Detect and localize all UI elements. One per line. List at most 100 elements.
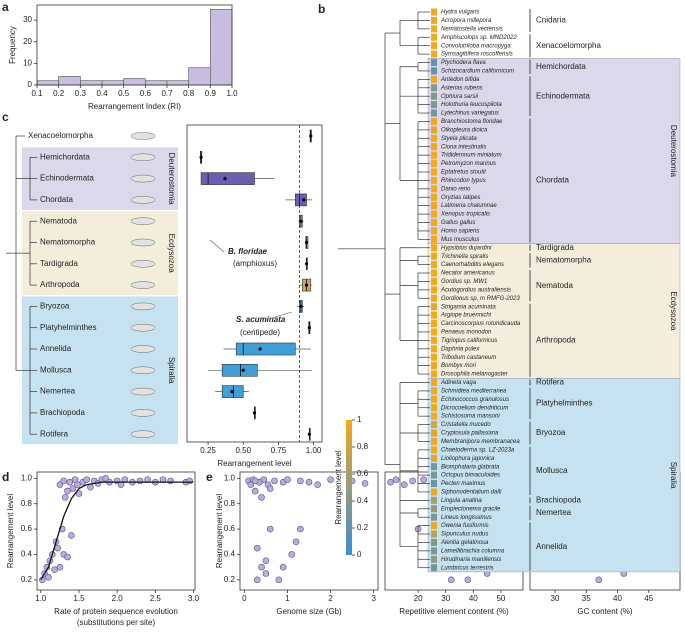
x-tick-label: 1.0 [35, 594, 47, 603]
species-label: Caenorhabditis elegans [441, 262, 504, 268]
species-label: Amphiscolops sp. MND2022 [440, 35, 517, 41]
level-cell [431, 193, 437, 201]
x-axis-label: Genome size (Gb) [276, 607, 342, 616]
level-cell [431, 261, 437, 269]
x-tick-label: 0.1 [31, 89, 43, 98]
species-label: Strigamia acuminata [441, 304, 496, 310]
panel-label: b [318, 2, 325, 16]
x-tick-label: 40 [469, 594, 478, 603]
clade-label: Nemertea [536, 508, 572, 517]
point [60, 477, 68, 485]
level-cell [431, 75, 437, 83]
point [69, 485, 77, 492]
level-cell [431, 496, 437, 504]
level-cell [431, 378, 437, 386]
level-cell [431, 311, 437, 319]
species-label: Cryptosula pallasiana [441, 431, 499, 437]
species-label: Styela plicata [441, 136, 477, 142]
level-cell [431, 463, 437, 471]
species-label: Schmidtea mediterranea [441, 388, 507, 394]
species-label: Emplectonema gracile [441, 506, 501, 512]
silhouette [130, 302, 156, 311]
fit-curve [40, 481, 194, 581]
y-tick-label: 30 [23, 15, 32, 24]
species-label: Gordionus sp. m RMFG-2023 [441, 296, 520, 302]
colorbar-tick-label: 1 [357, 415, 362, 424]
level-cell [431, 16, 437, 24]
colorbar-tick-label: 0.8 [357, 442, 369, 451]
bar [36, 80, 59, 86]
silhouette [130, 174, 156, 183]
x-tick-label: 0.7 [161, 89, 173, 98]
level-cell [431, 126, 437, 134]
point [258, 563, 265, 571]
species-label: Nematostella vectensis [441, 26, 503, 32]
category-label: Bryozoa [40, 302, 70, 311]
level-cell [431, 176, 437, 184]
point [253, 576, 261, 584]
pointer [209, 239, 225, 253]
point [167, 477, 174, 485]
species-label: Ciona intestinalis [441, 144, 486, 150]
point [305, 478, 313, 486]
box [235, 342, 296, 356]
species-label: Petromyzon marinus [441, 161, 496, 167]
point [314, 481, 321, 488]
point [251, 487, 259, 495]
clade-label: Hemichordata [536, 62, 586, 71]
category-label: Nematoda [40, 216, 77, 225]
x-tick-label: 1.0 [226, 89, 238, 98]
y-tick-label: 0 [28, 80, 33, 89]
point [595, 576, 603, 584]
bar [188, 67, 211, 86]
y-tick-label: 0.4 [21, 550, 33, 559]
species-label: Hypsibius dujardini [441, 245, 492, 251]
species-label: Tribolium castaneum [441, 355, 496, 361]
level-cell [431, 362, 437, 370]
clade-label: Chordata [536, 176, 569, 185]
species-label: Acutogordius australiensis [440, 287, 511, 293]
colorbar-label: Rearrangement level [334, 450, 343, 524]
silhouette [130, 323, 156, 332]
group-background [427, 58, 681, 244]
y-tick-label: 0.6 [224, 524, 236, 533]
x-tick-label: 0.2 [53, 89, 65, 98]
level-cell [431, 219, 437, 226]
mean [199, 155, 203, 159]
species-label: Bombyx mori [441, 363, 477, 369]
box [294, 193, 307, 207]
mean [223, 177, 227, 181]
point [54, 544, 61, 552]
colorbar-tick-label: 0.2 [357, 523, 369, 532]
species-label: Gallus gallus [441, 220, 475, 226]
x-tick-label: 0.4 [96, 89, 108, 98]
panel-label: c [2, 110, 9, 124]
mean [307, 326, 311, 330]
x-tick-label: 20 [414, 594, 423, 603]
y-tick-label: 0.4 [224, 550, 236, 559]
silhouette [130, 409, 156, 417]
level-cell [431, 370, 437, 378]
level-cell [431, 101, 437, 109]
annotation: (centipede) [240, 328, 280, 337]
mean [304, 240, 309, 245]
species-label: Carcinoscorpius rotundicauda [441, 321, 521, 327]
species-label: Danio rerio [441, 186, 471, 192]
point [253, 544, 261, 552]
panel-label: a [2, 0, 9, 14]
point [87, 483, 94, 491]
category-label: Brachiopoda [40, 408, 85, 417]
level-cell [431, 437, 437, 445]
clade-label: Nematomorpha [536, 255, 592, 264]
silhouette [130, 132, 156, 140]
species-label: Lioliophura japonica [441, 456, 495, 462]
frame [36, 4, 233, 86]
species-label: Sipunculus nudus [441, 532, 488, 538]
level-cell [431, 471, 437, 479]
y-tick-label: 0.2 [224, 575, 236, 584]
bar [58, 76, 81, 86]
level-cell [431, 522, 437, 530]
frame [186, 124, 323, 443]
species-label: Schistosoma mansoni [441, 414, 500, 420]
level-cell [431, 480, 437, 488]
